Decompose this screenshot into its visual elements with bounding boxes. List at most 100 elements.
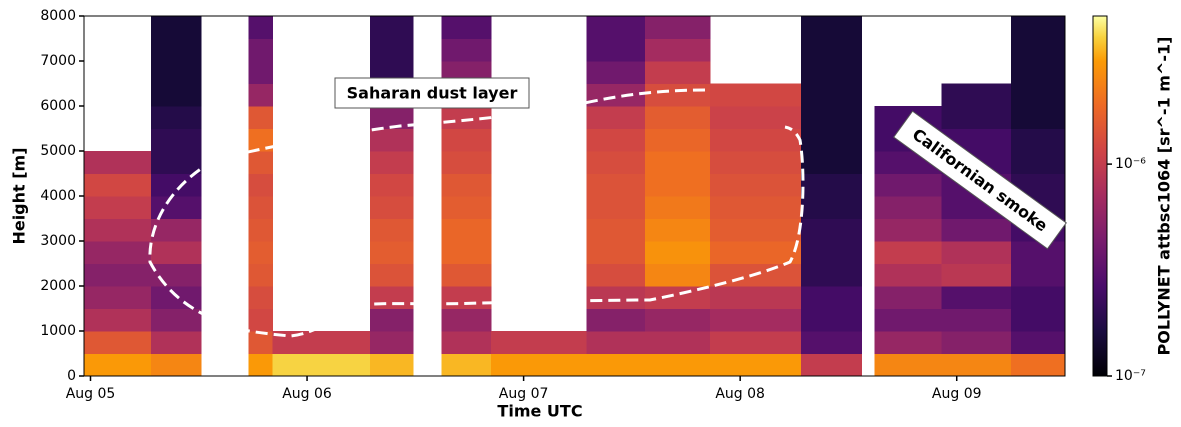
heatmap-cell bbox=[644, 38, 711, 62]
heatmap-cell bbox=[369, 331, 414, 354]
heatmap-cell bbox=[369, 286, 414, 309]
heatmap-cell bbox=[441, 286, 492, 309]
heatmap-cell bbox=[941, 106, 1012, 129]
heatmap-cell bbox=[248, 16, 273, 39]
heatmap-cell bbox=[1010, 38, 1066, 62]
heatmap-cell bbox=[151, 173, 202, 197]
heatmap-cell bbox=[369, 151, 414, 174]
heatmap-cell bbox=[248, 128, 273, 152]
heatmap-cell bbox=[441, 16, 492, 39]
heatmap-cell bbox=[644, 353, 711, 377]
heatmap-cell bbox=[272, 353, 371, 377]
heatmap-cell bbox=[441, 38, 492, 62]
heatmap-cell bbox=[151, 38, 202, 62]
annotation: Saharan dust layer bbox=[347, 84, 518, 103]
heatmap-cell bbox=[800, 196, 862, 219]
heatmap-cell bbox=[709, 331, 802, 354]
heatmap-cell bbox=[441, 353, 492, 377]
heatmap-cell bbox=[586, 128, 646, 152]
heatmap-cell bbox=[248, 263, 273, 287]
heatmap-cell bbox=[586, 308, 646, 332]
heatmap-cell bbox=[941, 218, 1012, 242]
heatmap-cell bbox=[644, 151, 711, 174]
heatmap-cell bbox=[644, 83, 711, 107]
x-tick-label: Aug 07 bbox=[499, 386, 549, 402]
y-tick-label: 8000 bbox=[40, 8, 76, 24]
heatmap-cell bbox=[441, 173, 492, 197]
heatmap-cell bbox=[874, 263, 943, 287]
heatmap-cell bbox=[151, 308, 202, 332]
heatmap-cell bbox=[1010, 286, 1066, 309]
heatmap-cell bbox=[644, 16, 711, 39]
heatmap-cell bbox=[709, 151, 802, 174]
heatmap-cell bbox=[84, 151, 152, 174]
heatmap-cell bbox=[1010, 128, 1066, 152]
x-axis-label: Time UTC bbox=[497, 402, 582, 421]
heatmap-cell bbox=[800, 173, 862, 197]
heatmap-cell bbox=[151, 196, 202, 219]
x-tick-label: Aug 09 bbox=[932, 386, 982, 402]
heatmap-cell bbox=[491, 331, 587, 354]
heatmap-cell bbox=[800, 241, 862, 264]
heatmap-cell bbox=[151, 218, 202, 242]
heatmap-cell bbox=[151, 128, 202, 152]
heatmap-cell bbox=[441, 151, 492, 174]
heatmap-cell bbox=[586, 241, 646, 264]
heatmap-cell bbox=[272, 331, 371, 354]
heatmap-cell bbox=[586, 151, 646, 174]
heatmap-cell bbox=[248, 173, 273, 197]
y-tick-label: 6000 bbox=[40, 98, 76, 114]
heatmap-cell bbox=[586, 83, 646, 107]
heatmap-cell bbox=[248, 61, 273, 84]
heatmap-cell bbox=[1010, 308, 1066, 332]
heatmap bbox=[84, 16, 1066, 377]
heatmap-cell bbox=[84, 263, 152, 287]
dust-outline bbox=[148, 88, 805, 338]
heatmap-cell bbox=[709, 241, 802, 264]
heatmap-cell bbox=[441, 263, 492, 287]
heatmap-cell bbox=[151, 331, 202, 354]
y-tick-label: 5000 bbox=[40, 143, 76, 159]
heatmap-cell bbox=[644, 308, 711, 332]
heatmap-cell bbox=[709, 83, 802, 107]
heatmap-cell bbox=[586, 106, 646, 129]
heatmap-cell bbox=[151, 83, 202, 107]
heatmap-cell bbox=[248, 331, 273, 354]
heatmap-cell bbox=[644, 61, 711, 84]
heatmap-cell bbox=[941, 241, 1012, 264]
heatmap-cell bbox=[586, 353, 646, 377]
heatmap-cell bbox=[84, 286, 152, 309]
heatmap-cell bbox=[1010, 241, 1066, 264]
heatmap-cell bbox=[1010, 16, 1066, 39]
heatmap-cell bbox=[369, 106, 414, 129]
heatmap-cell bbox=[84, 196, 152, 219]
heatmap-cell bbox=[441, 308, 492, 332]
heatmap-cell bbox=[874, 331, 943, 354]
heatmap-cell bbox=[644, 331, 711, 354]
x-tick-label: Aug 05 bbox=[66, 386, 116, 402]
y-tick-label: 2000 bbox=[40, 278, 76, 294]
x-tick-label: Aug 08 bbox=[715, 386, 765, 402]
heatmap-cell bbox=[800, 16, 862, 39]
heatmap-cell bbox=[644, 218, 711, 242]
heatmap-cell bbox=[369, 173, 414, 197]
heatmap-cell bbox=[586, 16, 646, 39]
heatmap-cell bbox=[874, 218, 943, 242]
y-tick-label: 3000 bbox=[40, 233, 76, 249]
heatmap-cell bbox=[644, 241, 711, 264]
heatmap-cell bbox=[709, 196, 802, 219]
heatmap-cell bbox=[151, 241, 202, 264]
heatmap-cell bbox=[151, 106, 202, 129]
heatmap-cell bbox=[709, 353, 802, 377]
heatmap-cell bbox=[800, 353, 862, 377]
heatmap-cell bbox=[586, 38, 646, 62]
colorbar-tick-label: 10⁻⁶ bbox=[1115, 156, 1146, 172]
heatmap-cell bbox=[800, 263, 862, 287]
heatmap-cell bbox=[800, 151, 862, 174]
heatmap-cell bbox=[709, 173, 802, 197]
heatmap-cell bbox=[248, 218, 273, 242]
heatmap-cell bbox=[369, 241, 414, 264]
colorbar-label: POLLYNET attbsc1064 [sr^-1 m^-1] bbox=[1155, 37, 1174, 356]
heatmap-cell bbox=[248, 241, 273, 264]
heatmap-cell bbox=[941, 308, 1012, 332]
